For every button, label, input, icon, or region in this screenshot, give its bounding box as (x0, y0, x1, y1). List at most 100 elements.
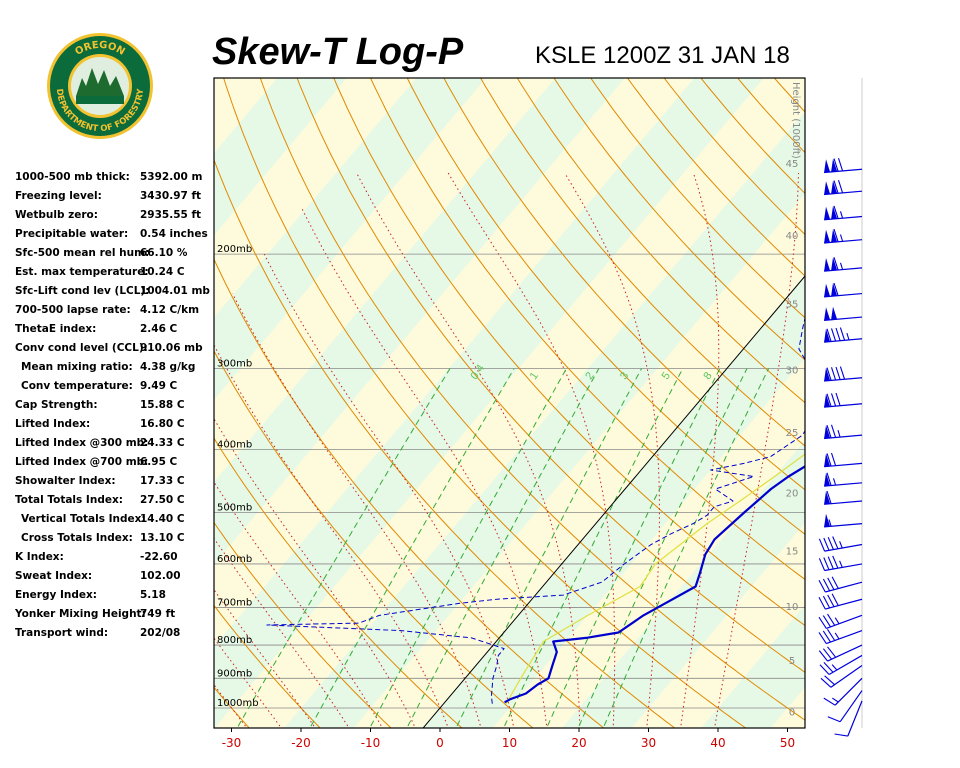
barb-flag (835, 392, 841, 406)
index-row: Lifted Index: 16.80 C (15, 415, 215, 434)
x-tick-label: 0 (436, 736, 444, 750)
index-row: Vertical Totals Index: 14.40 C (15, 510, 215, 529)
barb-half-flag (828, 519, 832, 527)
barb-flag (818, 538, 826, 552)
barb-half-flag (839, 234, 844, 242)
height-tick-label: 15 (786, 546, 799, 557)
dry-adiabat (214, 604, 321, 728)
barb-flag (818, 597, 826, 610)
barb-staff (824, 434, 863, 440)
barb-staff (827, 644, 863, 662)
index-value: 9.49 C (140, 380, 178, 392)
barb-pennant (831, 180, 838, 194)
barb-pennant (831, 257, 838, 271)
x-tick-label: -20 (291, 736, 311, 750)
index-row: Showalter Index: 17.33 C (15, 472, 215, 491)
barb-flag (823, 557, 830, 571)
height-tick-label: 5 (789, 656, 795, 667)
x-tick-label: -30 (222, 736, 242, 750)
isotherm-band (214, 78, 347, 236)
isotherm-band (214, 78, 486, 400)
wind-barb (824, 228, 863, 244)
height-axis-title: Height (1000ft) (790, 82, 801, 159)
barb-flag (835, 327, 841, 341)
index-row: Lifted Index @700 mb: 6.95 C (15, 453, 215, 472)
index-row: Sfc-Lift cond lev (LCL): 1004.01 mb (15, 282, 215, 301)
index-value: 5.18 (140, 589, 166, 601)
index-value: 1004.01 mb (140, 285, 210, 297)
barb-flag (832, 555, 839, 569)
chart-title: Skew-T Log-P (212, 31, 464, 73)
mixing-ratio-line (309, 368, 515, 728)
barb-flag (827, 646, 837, 658)
wind-barb (824, 257, 863, 272)
x-tick-label: 10 (502, 736, 517, 750)
isotherm-band (214, 78, 764, 728)
barb-staff (825, 598, 863, 610)
height-tick-label: 10 (786, 602, 799, 613)
pressure-label: 300mb (217, 358, 252, 369)
height-tick-label: 20 (786, 488, 799, 499)
wind-barbs (818, 158, 863, 737)
wind-barb (824, 366, 863, 382)
barb-staff (824, 190, 863, 196)
barb-flag (818, 558, 826, 571)
station-time-label: KSLE 1200Z 31 JAN 18 (535, 42, 790, 69)
barb-pennant (824, 307, 831, 321)
barb-staff (824, 239, 863, 244)
index-label: 700-500 lapse rate: (15, 304, 131, 316)
index-value: 13.10 C (140, 532, 185, 544)
barb-flag (833, 180, 839, 194)
barb-half-flag (834, 632, 840, 640)
barb-flag (820, 677, 832, 688)
barb-pennant (831, 158, 838, 172)
index-label: Transport wind: (15, 627, 109, 639)
barb-flag (833, 228, 839, 242)
mixing-ratio-label: 3 (618, 370, 631, 382)
barb-pennant (824, 181, 831, 195)
wind-barb (824, 306, 863, 321)
dry-adiabat (838, 29, 960, 735)
dry-adiabat (214, 258, 605, 728)
dry-adiabat (0, 29, 184, 735)
barb-pennant (824, 159, 831, 173)
barb-flag (827, 613, 836, 626)
wind-barb (818, 555, 863, 572)
wind-barb (834, 700, 863, 737)
dry-adiabat (333, 78, 805, 627)
barb-flag (837, 158, 844, 172)
barb-staff (824, 267, 863, 272)
dry-adiabat (223, 78, 747, 728)
wind-barb (824, 513, 863, 528)
moist-adiabat (214, 343, 449, 728)
wind-barb (824, 490, 863, 505)
logo-trees-icon (76, 68, 124, 96)
index-row: Lifted Index @300 mb: 24.33 C (15, 434, 215, 453)
barb-flag (822, 578, 831, 592)
barb-pennant (824, 393, 831, 408)
barb-flag (827, 556, 834, 570)
barb-half-flag (839, 541, 843, 549)
index-row: Mean mixing ratio: 4.38 g/kg (15, 358, 215, 377)
logo-top-text: OREGON (73, 40, 126, 58)
barb-staff (824, 500, 863, 505)
index-value: 15.88 C (140, 399, 185, 411)
barb-flag (827, 716, 841, 723)
index-value: 24.33 C (140, 437, 185, 449)
pressure-label: 600mb (217, 554, 252, 565)
index-value: 5392.00 m (140, 171, 203, 183)
mixing-ratio-line (455, 368, 643, 728)
wind-barb (824, 424, 863, 440)
dry-adiabat (214, 437, 463, 728)
barb-flag (835, 366, 841, 380)
barb-flag (839, 366, 846, 380)
dry-adiabat (259, 78, 805, 721)
barb-flag (826, 328, 832, 342)
index-label: Showalter Index: (15, 475, 116, 487)
barb-half-flag (837, 430, 841, 438)
index-value: 910.06 mb (140, 342, 203, 354)
wind-barb (823, 677, 863, 706)
index-row: Total Totals Index: 27.50 C (15, 491, 215, 510)
barb-flag (826, 393, 832, 407)
wind-barb (824, 392, 863, 408)
